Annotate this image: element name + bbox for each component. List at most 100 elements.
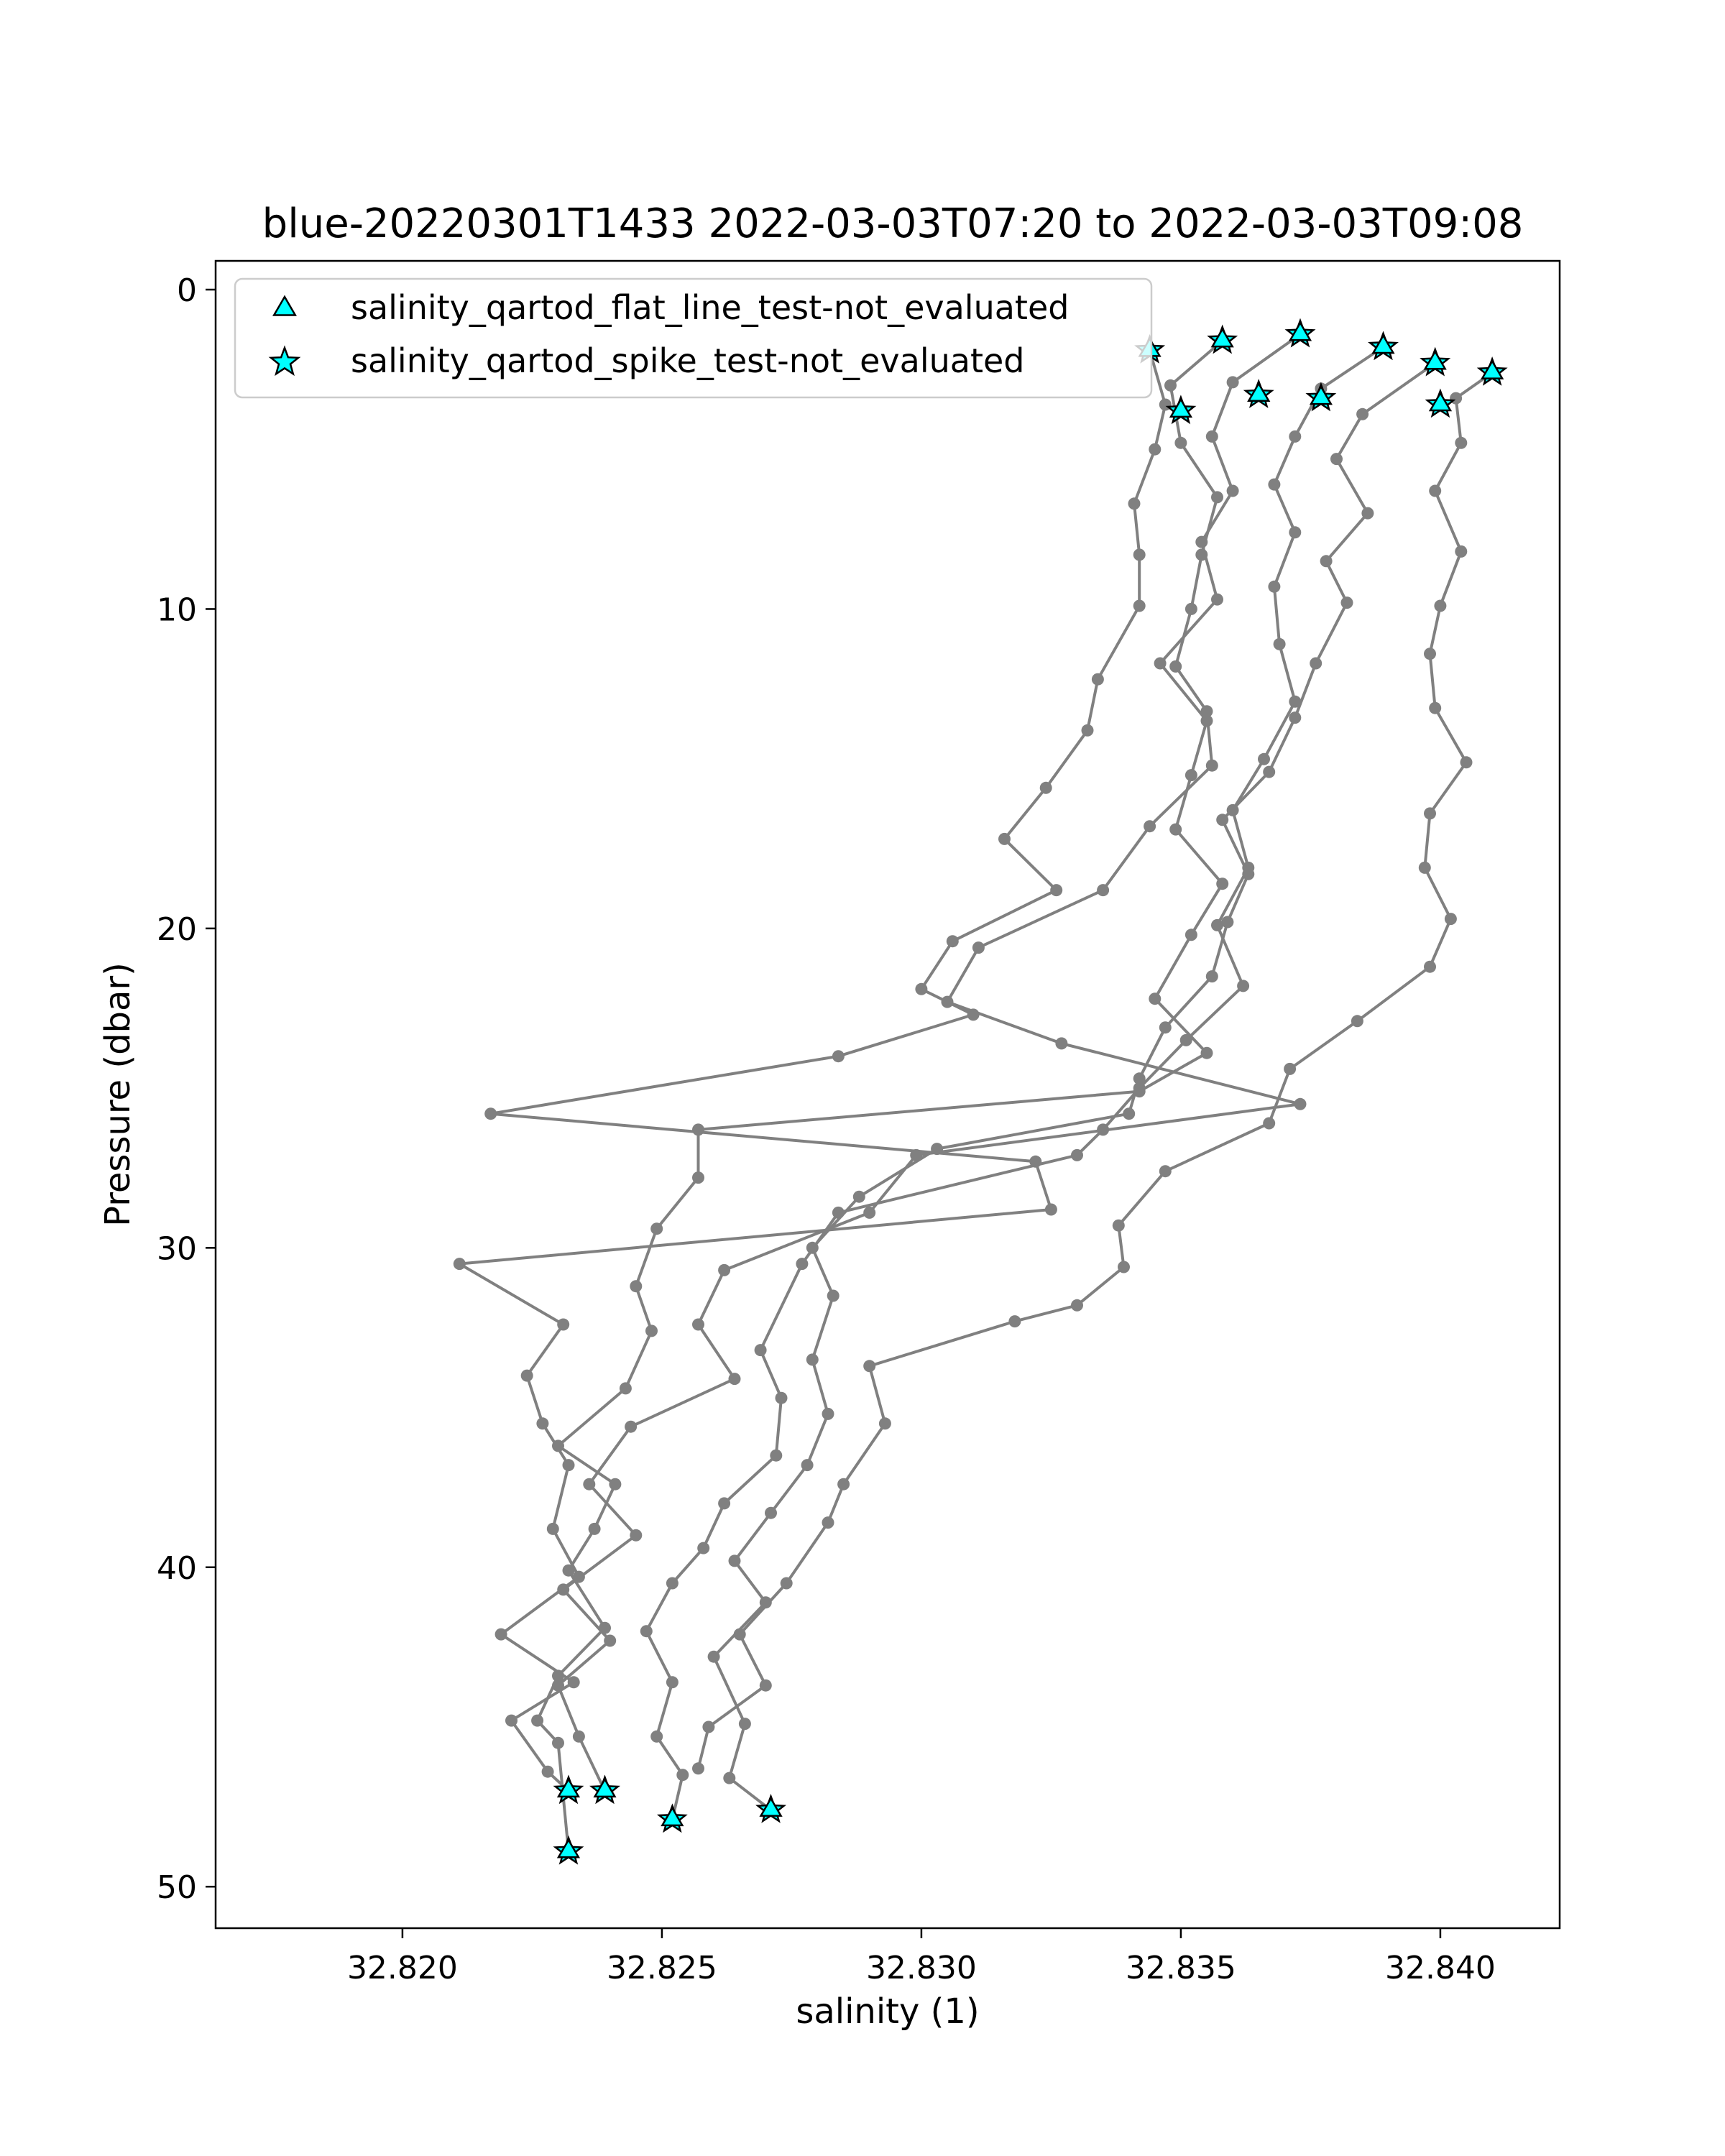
- profile-point: [1195, 535, 1208, 548]
- profile-point: [1081, 724, 1094, 737]
- profile-point: [484, 1107, 497, 1120]
- profile-point: [1424, 960, 1436, 973]
- profile-point: [562, 1564, 575, 1577]
- y-axis-label: Pressure (dbar): [98, 962, 138, 1227]
- profile-point: [738, 1718, 751, 1731]
- profile-line-3: [535, 333, 1302, 1852]
- profile-point: [1289, 711, 1302, 724]
- profile-point: [630, 1529, 643, 1542]
- profile-point: [1242, 867, 1255, 880]
- profile-point: [1133, 599, 1146, 612]
- profile-point: [1133, 1072, 1146, 1085]
- profile-point: [941, 995, 954, 1008]
- profile-point: [1154, 657, 1167, 670]
- y-tick-label: 40: [157, 1550, 197, 1587]
- legend-star-icon: [268, 345, 301, 377]
- profile-point: [1221, 916, 1234, 929]
- y-tick-label: 10: [157, 591, 197, 628]
- profile-point: [599, 1621, 611, 1634]
- profile-point: [1444, 913, 1457, 926]
- flat-line-test-marker: [1423, 349, 1447, 370]
- profile-point: [666, 1676, 678, 1689]
- profile-point: [692, 1762, 704, 1775]
- profile-point: [692, 1171, 704, 1184]
- legend-symbols: [268, 295, 301, 377]
- profile-point: [796, 1258, 809, 1271]
- profile-point: [1424, 807, 1436, 820]
- profile-point: [1055, 1037, 1068, 1050]
- profile-point: [1226, 376, 1239, 389]
- profile-point: [619, 1382, 632, 1395]
- profile-point: [1200, 714, 1213, 727]
- profile-point: [1289, 695, 1302, 708]
- plot-frame: [214, 259, 1561, 1930]
- profile-point: [1097, 1123, 1110, 1136]
- legend-triangle-icon: [272, 295, 297, 316]
- x-tick-label: 32.820: [347, 1950, 458, 1986]
- profile-point: [1144, 820, 1156, 833]
- profile-point: [852, 1190, 865, 1203]
- plot-area: [453, 318, 1508, 1865]
- profile-point: [1200, 705, 1213, 718]
- profile-point: [1149, 992, 1162, 1005]
- profile-point: [806, 1241, 819, 1254]
- profile-point: [520, 1369, 533, 1382]
- profile-point: [1216, 877, 1229, 890]
- profile-point: [765, 1506, 777, 1519]
- profile-point: [728, 1373, 741, 1386]
- profile-point: [541, 1765, 554, 1778]
- profile-point: [1169, 660, 1182, 673]
- profile-point: [1184, 602, 1197, 615]
- profile-point: [863, 1206, 876, 1219]
- profile-line-2: [556, 339, 1302, 1792]
- legend-label-spike: salinity_qartod_spike_test-not_evaluated: [351, 341, 1024, 380]
- profile-point: [931, 1143, 944, 1156]
- profile-point: [822, 1516, 834, 1529]
- profile-point: [1164, 379, 1177, 392]
- profile-point: [567, 1676, 580, 1689]
- profile-point: [650, 1730, 663, 1743]
- flat-line-test-marker: [1309, 384, 1333, 405]
- profile-point: [557, 1583, 570, 1596]
- x-tick-label: 32.825: [607, 1950, 717, 1986]
- profile-point: [1133, 548, 1146, 561]
- profile-point: [1268, 580, 1281, 593]
- y-tick-label: 0: [177, 272, 197, 309]
- x-tick-label: 32.830: [866, 1950, 977, 1986]
- profile-point: [878, 1417, 891, 1430]
- profile-point: [1112, 1219, 1125, 1232]
- profile-point: [972, 941, 985, 954]
- profile-point: [946, 935, 959, 948]
- profile-point: [1123, 1107, 1136, 1120]
- x-tick-label: 32.835: [1126, 1950, 1236, 1986]
- profile-point: [1211, 491, 1223, 504]
- profile-point: [536, 1417, 549, 1430]
- profile-point: [1200, 1046, 1213, 1059]
- profile-point: [552, 1669, 564, 1682]
- profile-point: [1050, 884, 1063, 897]
- profile-point: [1320, 555, 1333, 568]
- profile-point: [1263, 765, 1276, 778]
- profile-point: [494, 1628, 507, 1641]
- profile-point: [609, 1478, 622, 1491]
- profile-point: [702, 1720, 715, 1733]
- profile-point: [759, 1679, 772, 1692]
- profile-point: [666, 1577, 678, 1590]
- profile-point: [1118, 1261, 1130, 1273]
- profile-point: [1289, 526, 1302, 539]
- flat-line-test-marker: [1169, 397, 1193, 418]
- legend-label-flat-line: salinity_qartod_flat_line_test-not_evalu…: [351, 288, 1069, 327]
- flat-line-test-marker: [556, 1838, 581, 1858]
- profile-point: [728, 1554, 741, 1567]
- profile-point: [1424, 648, 1436, 660]
- profile-point: [863, 1360, 876, 1373]
- profile-point: [754, 1344, 767, 1357]
- profile-point: [1455, 436, 1468, 449]
- profile-point: [562, 1459, 575, 1472]
- profile-point: [707, 1650, 720, 1663]
- profile-point: [1184, 929, 1197, 941]
- profile-point: [1418, 861, 1431, 874]
- profile-point: [588, 1522, 601, 1535]
- profile-point: [604, 1634, 617, 1647]
- profile-point: [1268, 478, 1281, 491]
